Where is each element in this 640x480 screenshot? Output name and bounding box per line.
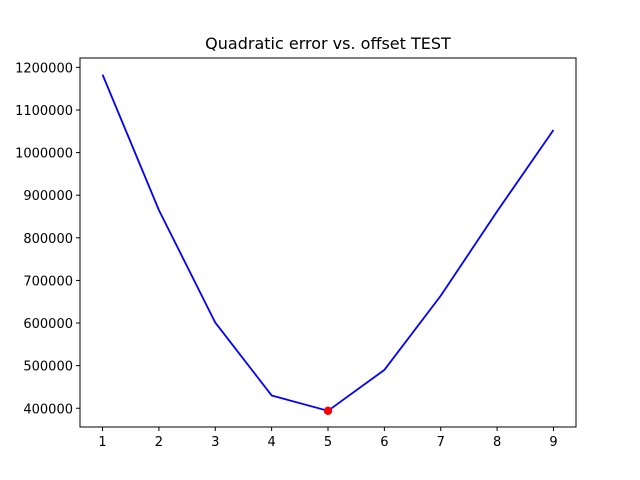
x-tick-label: 7 (437, 435, 445, 450)
y-tick-label: 800000 (23, 232, 73, 247)
x-tick-label: 3 (211, 435, 219, 450)
x-tick-label: 5 (324, 435, 332, 450)
y-tick-label: 600000 (23, 317, 73, 332)
x-tick-label: 2 (155, 435, 163, 450)
x-tick-label: 6 (380, 435, 388, 450)
y-tick-label: 1200000 (15, 61, 73, 76)
plot-frame (79, 57, 577, 428)
x-tick-label: 9 (549, 435, 557, 450)
minimum-point-marker (323, 406, 333, 416)
axis-ticks: 1 2 3 4 5 6 7 8 9 400000 500000 600000 700000 800000 9… (15, 61, 558, 450)
plot-series (101, 74, 555, 416)
series-line (101, 74, 555, 412)
y-tick-label: 500000 (23, 360, 73, 375)
y-tick-label: 900000 (23, 189, 73, 204)
y-tick-label: 1100000 (15, 104, 73, 119)
y-tick-label: 1000000 (15, 147, 73, 162)
x-tick-label: 4 (267, 435, 275, 450)
x-tick-label: 8 (493, 435, 501, 450)
chart-title: Quadratic error vs. offset TEST (205, 34, 451, 53)
x-tick-label: 1 (98, 435, 106, 450)
y-tick-label: 400000 (23, 402, 73, 417)
y-tick-label: 700000 (23, 274, 73, 289)
